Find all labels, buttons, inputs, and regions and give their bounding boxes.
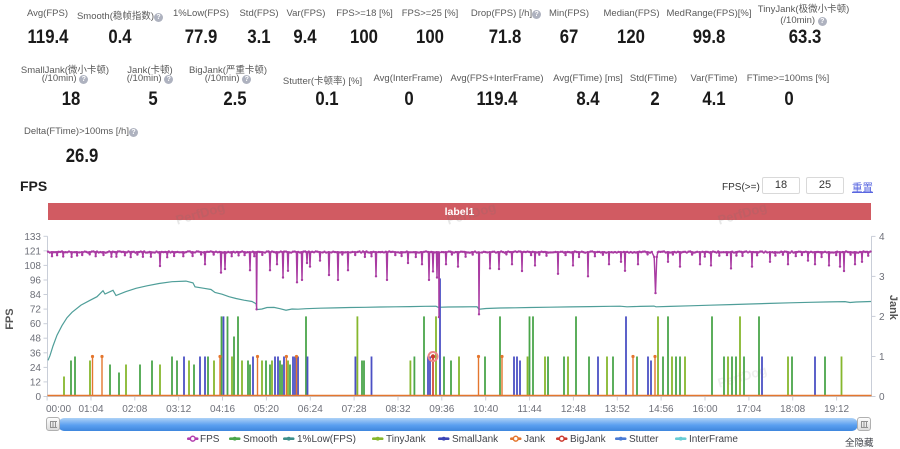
svg-text:72: 72: [30, 305, 42, 316]
svg-text:11:44: 11:44: [517, 404, 542, 415]
svg-text:12: 12: [30, 377, 42, 388]
svg-text:19:12: 19:12: [824, 404, 849, 415]
svg-text:FPS: FPS: [4, 308, 16, 329]
svg-text:02:08: 02:08: [122, 404, 147, 415]
svg-text:10:40: 10:40: [473, 404, 498, 415]
svg-text:03:12: 03:12: [166, 404, 191, 415]
svg-text:96: 96: [30, 276, 42, 287]
svg-text:Jank: Jank: [887, 295, 899, 321]
svg-text:3: 3: [879, 272, 885, 283]
svg-text:08:32: 08:32: [385, 404, 410, 415]
svg-text:108: 108: [24, 261, 41, 272]
svg-text:36: 36: [30, 348, 42, 359]
svg-text:06:24: 06:24: [298, 404, 323, 415]
svg-text:16:00: 16:00: [692, 404, 717, 415]
svg-text:05:20: 05:20: [254, 404, 279, 415]
svg-text:24: 24: [30, 363, 42, 374]
svg-text:00:00: 00:00: [46, 404, 71, 415]
svg-text:09:36: 09:36: [429, 404, 454, 415]
svg-text:84: 84: [30, 290, 42, 301]
svg-text:12:48: 12:48: [561, 404, 586, 415]
svg-text:60: 60: [30, 319, 42, 330]
svg-text:13:52: 13:52: [605, 404, 630, 415]
svg-text:2: 2: [879, 312, 885, 323]
svg-text:07:28: 07:28: [342, 404, 367, 415]
svg-text:04:16: 04:16: [210, 404, 235, 415]
svg-text:17:04: 17:04: [736, 404, 761, 415]
svg-text:0: 0: [879, 392, 885, 403]
svg-text:133: 133: [24, 232, 41, 243]
svg-text:48: 48: [30, 334, 42, 345]
svg-text:121: 121: [24, 246, 41, 257]
svg-text:01:04: 01:04: [78, 404, 103, 415]
svg-text:0: 0: [35, 392, 41, 403]
svg-text:18:08: 18:08: [780, 404, 805, 415]
svg-text:1: 1: [879, 352, 885, 363]
svg-text:4: 4: [879, 232, 885, 243]
svg-text:14:56: 14:56: [649, 404, 674, 415]
